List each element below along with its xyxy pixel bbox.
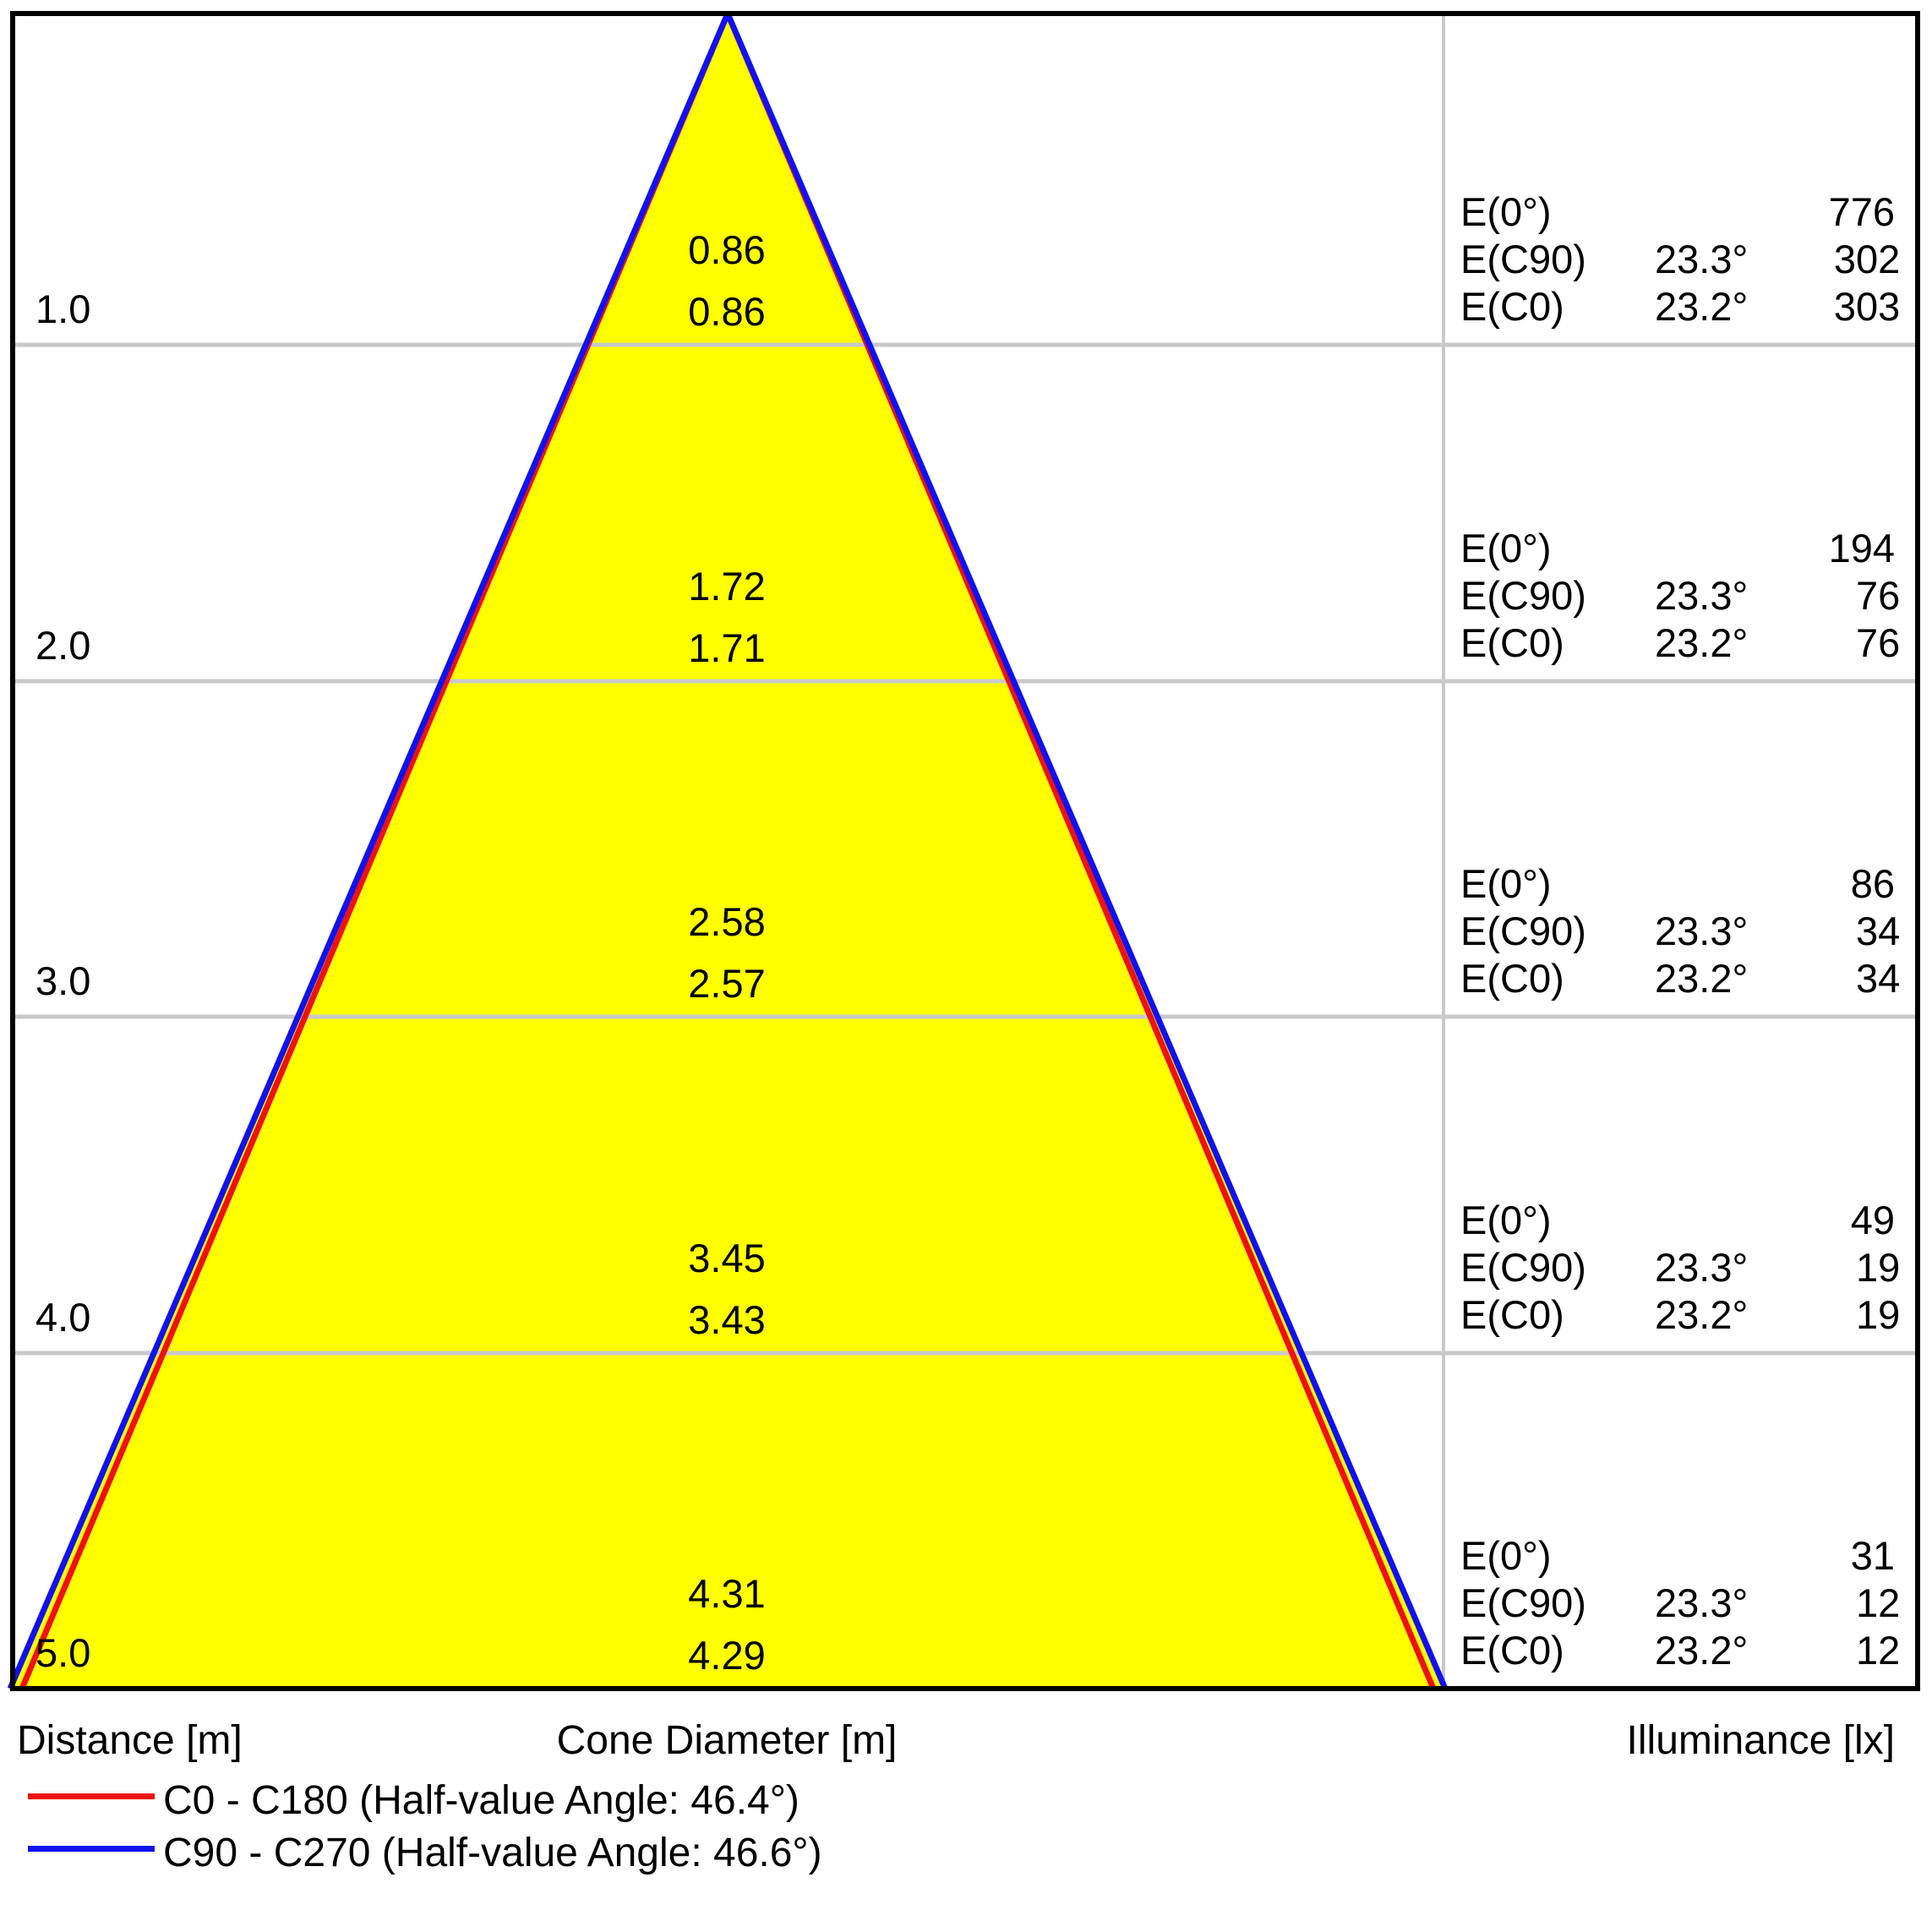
illuminance-axis-title: Illuminance [lx] — [1626, 1718, 1895, 1763]
e0-angle — [1655, 525, 1743, 572]
ec0-angle: 23.2° — [1655, 956, 1749, 1001]
ec90-row: E(C90) 23.3° 12 — [1460, 1580, 1900, 1627]
e0-label: E(0°) — [1460, 189, 1552, 234]
c0-c180-legend-label: C0 - C180 (Half-value Angle: 46.4°) — [163, 1778, 800, 1823]
e0-row: E(0°) 194 — [1460, 525, 1895, 572]
c90-c270-legend-label: C90 - C270 (Half-value Angle: 46.6°) — [163, 1831, 822, 1875]
distance-axis-title: Distance [m] — [17, 1718, 243, 1763]
e0-row: E(0°) 49 — [1460, 1197, 1895, 1244]
c0-c180-legend-swatch — [28, 1793, 155, 1799]
cone-diameter-axis-title: Cone Diameter [m] — [556, 1718, 898, 1763]
distance-label: 4.0 — [35, 1295, 91, 1340]
cone-diameter-c90-value: 1.72 — [688, 564, 766, 609]
ec0-angle: 23.2° — [1655, 1628, 1749, 1673]
illuminance-block: E(0°) 86 E(C90) 23.3° 34 E(C0) 23.2° 34 — [1460, 860, 1900, 1002]
distance-label: 1.0 — [35, 287, 91, 331]
distance-label: 5.0 — [35, 1630, 91, 1675]
ec90-angle: 23.3° — [1655, 909, 1749, 953]
ec90-angle: 23.3° — [1655, 1580, 1749, 1625]
e0-value: 49 — [1850, 1198, 1895, 1242]
ec90-value: 34 — [1856, 909, 1901, 953]
distance-label: 3.0 — [35, 958, 91, 1003]
ec0-value: 19 — [1856, 1292, 1901, 1337]
ec90-label: E(C90) — [1460, 1580, 1586, 1625]
ec0-label: E(C0) — [1460, 1628, 1564, 1673]
ec90-label: E(C90) — [1460, 573, 1586, 618]
cone-diameter-c0-value: 2.57 — [688, 961, 766, 1006]
cone-diameter-c90-value: 2.58 — [688, 899, 766, 944]
cone-diameter-c0-value: 4.29 — [688, 1633, 766, 1678]
cone-diameter-c0-value: 1.71 — [688, 625, 766, 670]
ec90-angle: 23.3° — [1655, 237, 1749, 281]
ec90-label: E(C90) — [1460, 237, 1586, 281]
e0-value: 776 — [1828, 189, 1895, 234]
ec0-row: E(C0) 23.2° 34 — [1460, 955, 1900, 1002]
ec0-angle: 23.2° — [1655, 620, 1749, 665]
ec0-label: E(C0) — [1460, 956, 1564, 1001]
ec0-label: E(C0) — [1460, 1292, 1564, 1337]
e0-angle — [1655, 188, 1743, 236]
cone-diameter-c0-value: 0.86 — [688, 289, 766, 334]
ec90-row: E(C90) 23.3° 76 — [1460, 572, 1900, 619]
ec0-row: E(C0) 23.2° 19 — [1460, 1291, 1900, 1339]
cone-diameter-c90-value: 4.31 — [688, 1571, 766, 1616]
ec0-row: E(C0) 23.2° 76 — [1460, 619, 1900, 667]
illuminance-block: E(0°) 194 E(C90) 23.3° 76 E(C0) 23.2° 76 — [1460, 525, 1900, 667]
ec90-value: 302 — [1833, 237, 1901, 281]
ec90-value: 76 — [1856, 573, 1901, 618]
cone-diameter-c90-value: 3.45 — [688, 1236, 766, 1280]
e0-value: 86 — [1850, 861, 1895, 906]
e0-angle — [1655, 1532, 1743, 1580]
cone-fill — [8, 12, 1448, 1689]
ec0-label: E(C0) — [1460, 620, 1564, 665]
ec90-label: E(C90) — [1460, 909, 1586, 953]
ec90-row: E(C90) 23.3° 302 — [1460, 236, 1900, 283]
table-row: 5.0 4.31 4.29 E(0°) 31 E(C90) 23.3° 12 E… — [10, 1353, 1920, 1689]
ec0-label: E(C0) — [1460, 284, 1564, 329]
table-row: 2.0 1.72 1.71 E(0°) 194 E(C90) 23.3° 76 … — [10, 345, 1920, 681]
table-row: 1.0 0.86 0.86 E(0°) 776 E(C90) 23.3° 302… — [10, 11, 1920, 345]
e0-value: 194 — [1828, 526, 1895, 570]
cone-diameter-c0-value: 3.43 — [688, 1297, 766, 1342]
e0-label: E(0°) — [1460, 1198, 1552, 1242]
ec90-row: E(C90) 23.3° 19 — [1460, 1244, 1900, 1291]
e0-label: E(0°) — [1460, 526, 1552, 570]
ec0-angle: 23.2° — [1655, 284, 1749, 329]
e0-label: E(0°) — [1460, 861, 1552, 906]
ec0-value: 34 — [1856, 956, 1901, 1001]
c90-c270-edge-line — [7, 12, 1449, 1690]
ec0-row: E(C0) 23.2° 303 — [1460, 283, 1900, 330]
ec0-row: E(C0) 23.2° 12 — [1460, 1627, 1900, 1674]
table-row: 3.0 2.58 2.57 E(0°) 86 E(C90) 23.3° 34 E… — [10, 681, 1920, 1017]
e0-angle — [1655, 1197, 1743, 1244]
ec90-angle: 23.3° — [1655, 1245, 1749, 1290]
ec90-value: 12 — [1856, 1580, 1901, 1625]
ec0-value: 76 — [1856, 620, 1901, 665]
distance-label: 2.0 — [35, 623, 91, 668]
ec90-label: E(C90) — [1460, 1245, 1586, 1290]
ec0-value: 303 — [1833, 284, 1901, 329]
e0-row: E(0°) 86 — [1460, 860, 1895, 908]
e0-label: E(0°) — [1460, 1533, 1552, 1578]
ec0-value: 12 — [1856, 1628, 1901, 1673]
ec90-row: E(C90) 23.3° 34 — [1460, 908, 1900, 955]
ec90-value: 19 — [1856, 1245, 1901, 1290]
illuminance-block: E(0°) 776 E(C90) 23.3° 302 E(C0) 23.2° 3… — [1460, 188, 1900, 330]
chart-border — [10, 11, 1920, 1691]
cone-diameter-c90-value: 0.86 — [688, 227, 766, 272]
illuminance-block: E(0°) 49 E(C90) 23.3° 19 E(C0) 23.2° 19 — [1460, 1197, 1900, 1339]
ec90-angle: 23.3° — [1655, 573, 1749, 618]
e0-row: E(0°) 776 — [1460, 188, 1895, 236]
illuminance-block: E(0°) 31 E(C90) 23.3° 12 E(C0) 23.2° 12 — [1460, 1532, 1900, 1674]
e0-row: E(0°) 31 — [1460, 1532, 1895, 1580]
ec0-angle: 23.2° — [1655, 1292, 1749, 1337]
table-row: 4.0 3.45 3.43 E(0°) 49 E(C90) 23.3° 19 E… — [10, 1017, 1920, 1353]
c90-c270-legend-swatch — [28, 1846, 155, 1852]
e0-value: 31 — [1850, 1533, 1895, 1578]
e0-angle — [1655, 860, 1743, 908]
